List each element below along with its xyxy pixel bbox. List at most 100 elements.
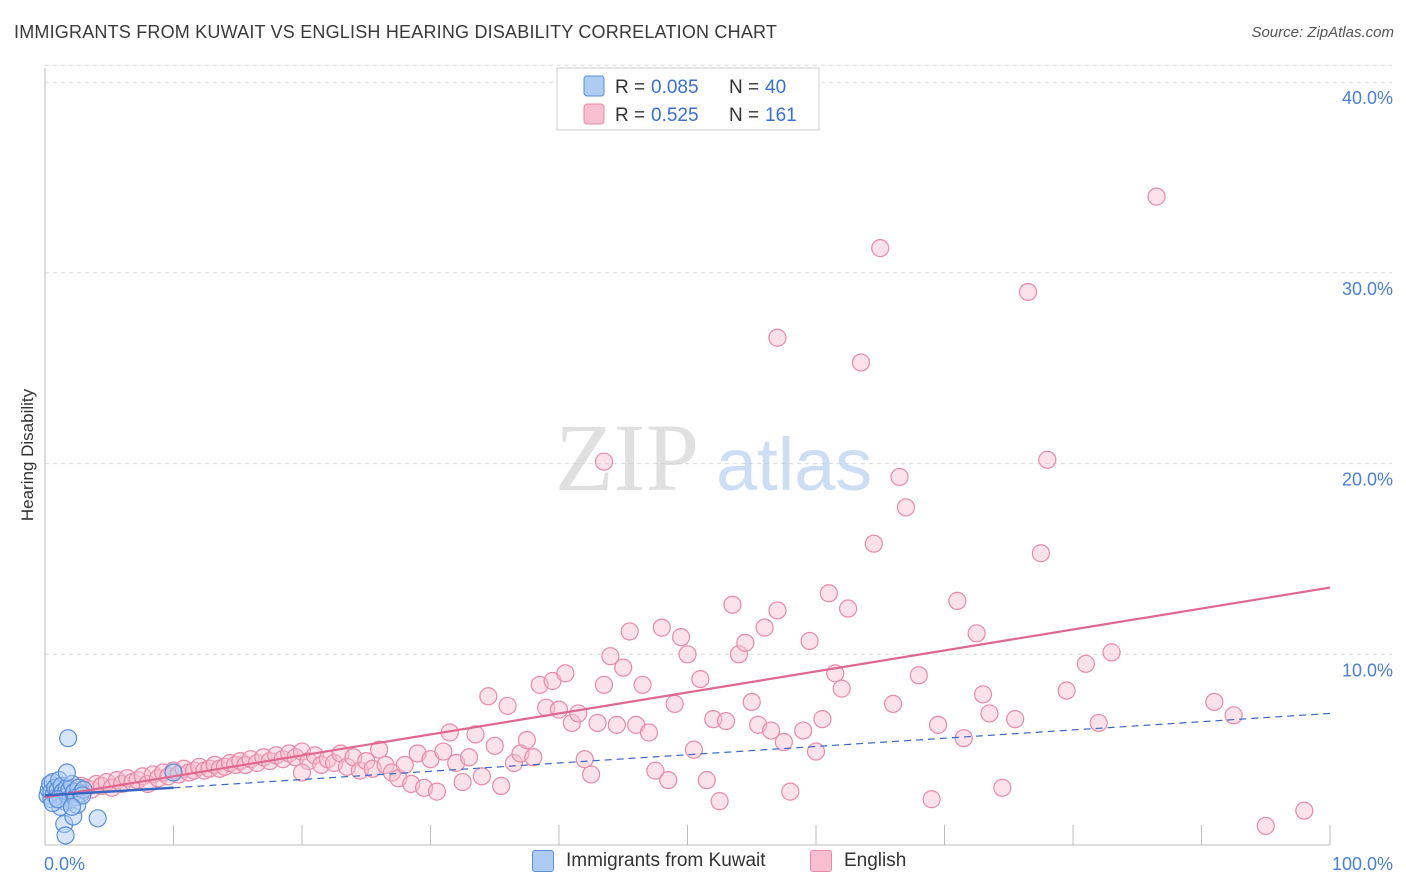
english-point-120 [768,601,787,620]
english-point-147 [1018,282,1038,302]
english-point-151 [1076,654,1095,673]
english-point-71 [453,772,472,792]
x-tick-label-0: 0.0% [44,854,85,874]
english-point-121 [774,732,793,752]
kuwait-point-29 [56,826,75,845]
english-point-115 [736,633,755,652]
english-point-99 [633,675,652,694]
english-point-160 [594,452,614,471]
tick-labels: 10.0% 20.0% 30.0% 40.0% 0.0% 100.0% [44,88,1393,874]
english-point-152 [1089,713,1108,733]
legend-item-english[interactable]: English [810,850,906,872]
english-point-108 [691,669,710,689]
english-point-161 [292,763,312,782]
english-point-95 [607,715,626,734]
legend-top-blue-n-label: N = [729,77,759,98]
english-point-97 [620,622,639,641]
english-point-155 [1205,692,1224,712]
english-point-127 [819,584,838,603]
source-label: Source: ZipAtlas.com [1251,24,1394,41]
legend-item-kuwait[interactable]: Immigrants from Kuwait [532,850,766,872]
english-point-74 [472,767,491,786]
english-point-136 [896,498,916,517]
english-point-73 [466,725,485,744]
legend-top-blue-r-label: R = [615,77,645,98]
english-point-106 [678,645,697,664]
legend-bottom: Immigrants from Kuwait English [0,850,1406,880]
english-point-156 [1224,706,1243,725]
y-axis-label: Hearing Disability [18,388,37,521]
legend-top-pink-n-label: N = [729,105,759,126]
english-point-124 [800,631,819,651]
watermark-atlas: atlas [716,423,872,506]
english-point-90 [575,750,594,769]
english-point-77 [492,776,511,795]
english-point-100 [639,723,659,742]
english-point-141 [954,729,973,748]
english-point-114 [729,645,749,664]
english-point-146 [1006,710,1025,729]
english-point-87 [556,664,575,683]
kuwait-point-34 [88,809,107,828]
english-point-153 [1102,643,1121,662]
english-point-113 [723,595,742,614]
english-point-118 [755,618,774,637]
english-point-111 [710,792,729,811]
legend-top-pink-n-value: 161 [765,105,797,126]
english-point-102 [652,618,671,637]
y-tick-label-10: 10.0% [1342,660,1393,680]
english-point-68 [434,742,453,761]
english-point-137 [909,666,928,685]
y-tick-label-30: 30.0% [1342,279,1393,299]
grid-lines [45,64,1392,655]
english-point-150 [1057,681,1076,700]
english-point-139 [928,715,948,734]
chart-title: IMMIGRANTS FROM KUWAIT VS ENGLISH HEARIN… [14,22,778,42]
english-point-59 [376,755,395,775]
english-point-81 [517,731,536,750]
kuwait-point-30 [57,763,76,782]
english-points [46,187,1314,836]
english-point-91 [582,765,601,784]
english-point-149 [1038,450,1057,469]
kuwait-point-35 [164,763,183,782]
english-point-134 [883,694,903,713]
english-point-104 [665,694,684,713]
english-point-122 [781,782,800,801]
english-point-93 [594,675,614,694]
english-point-79 [504,753,524,773]
english-point-145 [993,778,1012,797]
english-point-132 [864,534,883,553]
legend-label-kuwait: Immigrants from Kuwait [566,850,766,871]
english-point-126 [813,710,832,729]
english-point-86 [549,700,569,719]
english-point-123 [794,721,813,740]
kuwait-point-39 [62,797,82,816]
english-point-138 [922,790,941,809]
legend-swatch-english [810,850,832,872]
trend-lines [44,586,1331,799]
english-point-129 [832,679,851,698]
english-point-133 [871,239,890,258]
y-tick-label-20: 20.0% [1342,470,1393,490]
english-point-143 [973,685,993,704]
watermark: ZIP atlas [555,404,872,511]
english-point-94 [601,647,620,666]
english-point-130 [839,599,858,618]
english-point-158 [1295,801,1314,820]
english-trend-line [44,586,1331,799]
english-point-82 [524,748,543,767]
english-point-75 [479,687,498,706]
english-point-112 [716,711,736,731]
english-point-56 [357,751,376,771]
english-point-154 [1147,187,1166,206]
x-tick-label-100: 100.0% [1332,854,1393,874]
english-point-76 [485,736,504,755]
legend-top-blue-swatch [583,75,605,97]
english-point-67 [427,782,447,801]
legend-top-pink-r-value: 0.525 [651,105,699,126]
english-point-107 [684,740,704,759]
english-point-92 [588,713,607,733]
english-point-88 [562,713,581,733]
